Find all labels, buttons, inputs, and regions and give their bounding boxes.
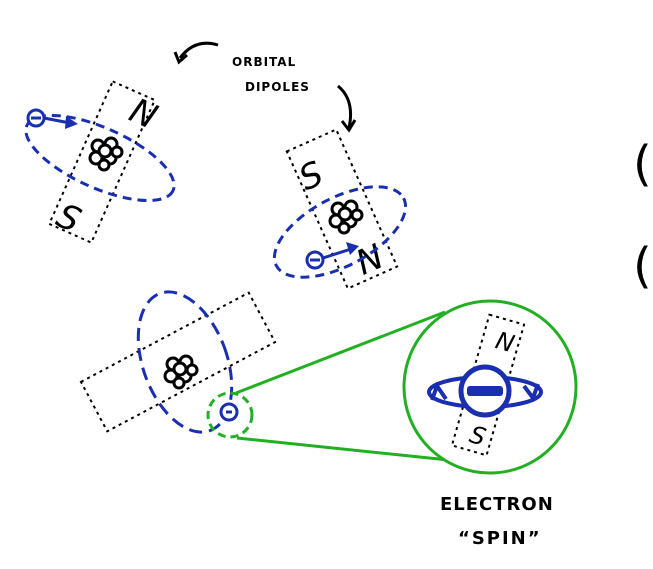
orbit-path [272,185,408,279]
cropped-text-2: ( [633,238,652,294]
nucleus-icon [328,199,364,235]
orbital-dipole-middle: S N [272,128,408,290]
electron-magnified: N S [402,299,578,475]
electron-label: ELECTRON [440,494,554,515]
electron-icon [26,108,78,129]
nucleus-icon [163,354,199,390]
south-pole-label: S [293,154,329,199]
orbital-dipole-bottom [79,290,277,434]
electron-icon [305,242,359,270]
electron-small [206,391,254,439]
curved-arrow-icon [178,41,219,59]
curved-arrow-icon [336,84,353,129]
orbit-path [24,113,176,203]
south-pole-label: S [50,196,86,241]
nucleus-icon [88,136,124,172]
zoom-connector [235,310,459,463]
magnet-icon [79,291,277,433]
magnet-icon [47,80,157,244]
north-pole-label: N [123,91,163,138]
south-pole-label: S [466,420,488,451]
cropped-text-1: ( [633,136,652,192]
orbit-path [136,290,234,434]
orbital-dipole-top-left: N S [24,80,176,244]
orbital-text: ORBITAL [232,55,296,69]
dipoles-text: DIPOLES [245,80,310,94]
orbital-dipoles-label: ORBITAL DIPOLES [173,41,357,133]
spin-label: “SPIN” [458,528,542,549]
